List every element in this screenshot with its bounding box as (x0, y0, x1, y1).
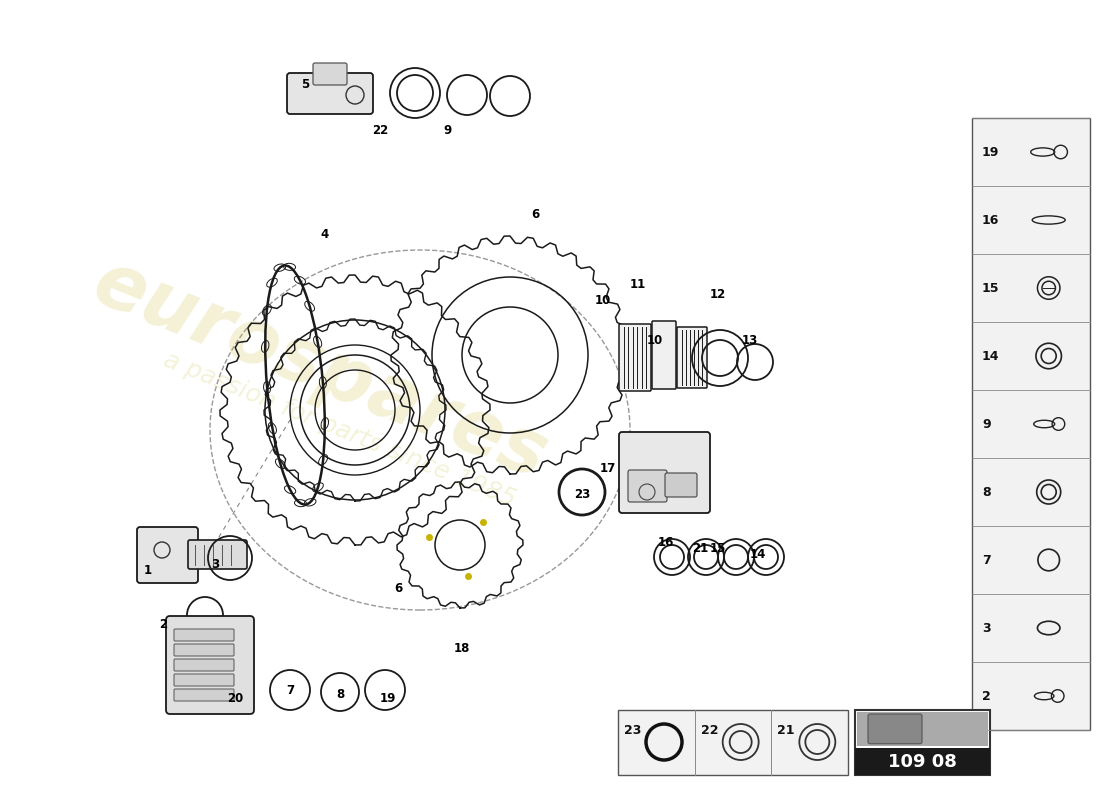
FancyBboxPatch shape (174, 659, 234, 671)
Text: 2: 2 (158, 618, 167, 631)
Text: 10: 10 (595, 294, 612, 306)
FancyBboxPatch shape (188, 540, 248, 569)
Text: 15: 15 (982, 282, 1000, 294)
Text: 5: 5 (301, 78, 309, 91)
Text: 7: 7 (982, 554, 991, 566)
Text: 13: 13 (741, 334, 758, 346)
FancyBboxPatch shape (314, 63, 346, 85)
Text: 22: 22 (372, 123, 388, 137)
FancyBboxPatch shape (857, 712, 988, 746)
Text: 17: 17 (600, 462, 616, 474)
FancyBboxPatch shape (166, 616, 254, 714)
FancyBboxPatch shape (287, 73, 373, 114)
Text: 12: 12 (710, 289, 726, 302)
Text: 4: 4 (321, 229, 329, 242)
FancyBboxPatch shape (138, 527, 198, 583)
FancyBboxPatch shape (174, 689, 234, 701)
Text: 8: 8 (982, 486, 991, 498)
FancyBboxPatch shape (628, 470, 667, 502)
Text: 19: 19 (379, 691, 396, 705)
Text: 6: 6 (394, 582, 403, 594)
FancyBboxPatch shape (174, 629, 234, 641)
FancyBboxPatch shape (666, 473, 697, 497)
Text: 20: 20 (227, 691, 243, 705)
Text: 19: 19 (982, 146, 1000, 158)
Text: 3: 3 (982, 622, 991, 634)
Text: eurospares: eurospares (82, 246, 558, 494)
Text: 21: 21 (692, 542, 708, 554)
Text: 9: 9 (444, 123, 452, 137)
Text: a passion for parts since 1985: a passion for parts since 1985 (161, 348, 519, 512)
Text: 3: 3 (211, 558, 219, 571)
FancyBboxPatch shape (855, 748, 990, 775)
Text: 2: 2 (982, 690, 991, 702)
Text: 22: 22 (701, 723, 718, 737)
FancyBboxPatch shape (676, 327, 707, 388)
Text: 1: 1 (144, 563, 152, 577)
FancyBboxPatch shape (972, 118, 1090, 730)
Text: 14: 14 (982, 350, 1000, 362)
Text: 7: 7 (286, 683, 294, 697)
FancyBboxPatch shape (855, 710, 990, 775)
Text: 18: 18 (454, 642, 470, 654)
FancyBboxPatch shape (652, 321, 676, 389)
Text: 23: 23 (624, 723, 641, 737)
FancyBboxPatch shape (619, 432, 710, 513)
Text: 109 08: 109 08 (888, 753, 956, 771)
Text: 21: 21 (778, 723, 795, 737)
Text: 16: 16 (658, 535, 674, 549)
Text: 14: 14 (750, 549, 767, 562)
FancyBboxPatch shape (618, 710, 848, 775)
Text: 8: 8 (336, 689, 344, 702)
Text: 10: 10 (647, 334, 663, 346)
Text: 16: 16 (982, 214, 1000, 226)
Text: 6: 6 (531, 209, 539, 222)
FancyBboxPatch shape (174, 674, 234, 686)
FancyBboxPatch shape (868, 714, 922, 744)
FancyBboxPatch shape (619, 324, 651, 391)
Text: 9: 9 (982, 418, 991, 430)
Text: 15: 15 (710, 542, 726, 554)
FancyBboxPatch shape (174, 644, 234, 656)
Text: 11: 11 (630, 278, 646, 291)
Text: 23: 23 (574, 489, 590, 502)
